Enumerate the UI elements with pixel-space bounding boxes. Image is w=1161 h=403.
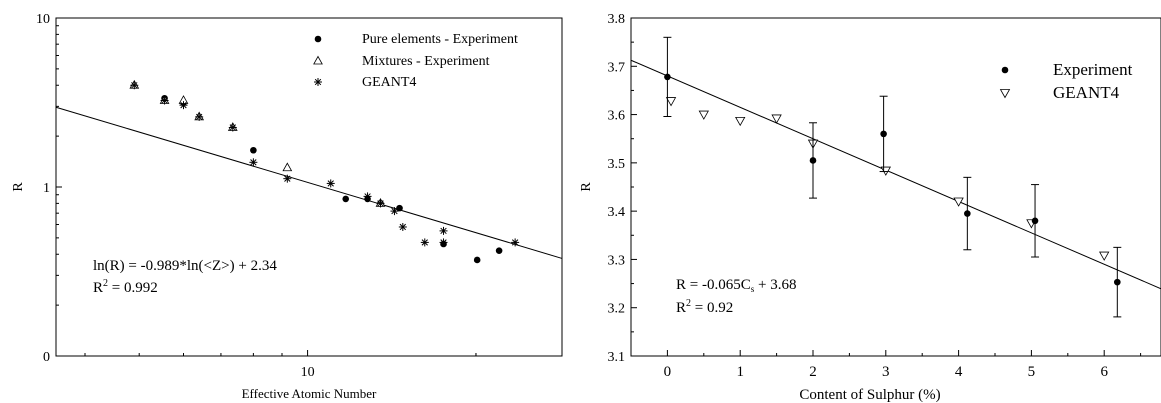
right-legend-marker — [1001, 66, 1009, 74]
left-data-point — [130, 81, 139, 90]
right-fit-equation-lhs: R = -0.065C — [676, 277, 751, 293]
left-data-point — [420, 238, 429, 247]
left-r-squared: R2 = 0.992 — [93, 278, 158, 296]
right-y-tick-label: 3.1 — [608, 350, 626, 365]
right-fit-line — [630, 59, 1161, 290]
right-data-point — [1099, 251, 1110, 261]
left-x-tick-label: 10 — [301, 365, 315, 380]
right-x-tick-label: 0 — [664, 364, 672, 380]
right-x-tick-label: 2 — [809, 364, 817, 380]
left-chart: 0 1 10 10 Pure elements - Experiment Mixture… — [11, 12, 563, 401]
right-x-tick-label: 3 — [882, 364, 890, 380]
right-data-point — [735, 116, 746, 127]
right-x-tick-label: 1 — [736, 364, 744, 380]
right-legend-marker — [999, 89, 1011, 99]
right-data-point — [1031, 217, 1039, 225]
right-fit-equation: R = -0.065Cs + 3.68 — [676, 277, 796, 294]
left-data-point — [228, 123, 237, 132]
right-data-point — [964, 210, 971, 217]
left-data-point — [439, 226, 448, 235]
right-chart: 3.13.23.33.43.53.63.73.801234567 Experim… — [579, 12, 1161, 403]
right-x-tick-label: 5 — [1028, 364, 1036, 380]
right-y-tick-label: 3.6 — [608, 109, 626, 124]
left-legend-label: GEANT4 — [362, 75, 416, 90]
right-x-tick-label: 6 — [1100, 364, 1108, 380]
left-legend-marker — [314, 35, 322, 43]
right-r-squared: R2 = 0.92 — [676, 298, 733, 316]
right-data-point — [771, 114, 782, 124]
left-data-point — [396, 204, 403, 212]
right-data-point — [1114, 278, 1121, 286]
left-data-point — [326, 179, 335, 188]
right-data-point — [953, 197, 964, 207]
left-fit-line — [55, 106, 563, 259]
left-data-point — [376, 199, 385, 208]
left-data-point — [495, 247, 503, 254]
left-legend-label: Mixtures - Experiment — [362, 54, 490, 69]
right-data-point — [698, 110, 709, 120]
left-data-point — [250, 146, 257, 154]
right-fit-equation-rhs: + 3.68 — [754, 277, 796, 293]
right-x-tick-label: 4 — [955, 364, 963, 380]
left-data-point — [160, 96, 169, 105]
right-data-point — [664, 73, 671, 81]
left-data-point — [195, 112, 204, 121]
left-legend-label: Pure elements - Experiment — [362, 32, 518, 47]
right-y-tick-label: 3.7 — [608, 60, 626, 75]
left-data-point — [179, 101, 188, 110]
right-y-tick-label: 3.4 — [608, 205, 626, 220]
right-y-axis-label: R — [579, 182, 594, 192]
right-fit-equation-sub: s — [751, 284, 755, 294]
left-data-point — [398, 222, 407, 231]
left-data-point — [511, 238, 520, 247]
left-data-point — [439, 238, 448, 247]
left-legend-marker — [314, 78, 322, 86]
right-x-axis-label: Content of Sulphur (%) — [799, 387, 940, 403]
right-y-tick-label: 3.5 — [608, 157, 626, 172]
right-data-point — [880, 130, 887, 138]
right-legend-label: Experiment — [1053, 60, 1133, 79]
right-y-tick-label: 3.2 — [608, 302, 626, 317]
left-data-point — [363, 192, 372, 201]
left-fit-equation: ln(R) = -0.989*ln(<Z>) + 2.34 — [93, 258, 277, 274]
left-data-point — [473, 256, 481, 264]
right-data-point — [665, 97, 677, 107]
left-data-point — [390, 207, 399, 216]
left-y-axis-label: R — [11, 182, 26, 192]
right-y-tick-label: 3.3 — [608, 253, 626, 268]
right-y-tick-label: 3.8 — [608, 12, 626, 27]
left-data-point — [342, 195, 350, 203]
right-data-point — [809, 157, 817, 164]
right-legend-label: GEANT4 — [1053, 83, 1120, 102]
left-data-point — [249, 158, 258, 167]
left-legend-marker — [313, 55, 323, 65]
left-x-axis-label: Effective Atomic Number — [242, 386, 377, 401]
left-y-tick-label: 10 — [36, 12, 50, 27]
left-y-tick-label: 1 — [43, 181, 50, 196]
left-data-point — [283, 174, 292, 183]
left-data-point — [282, 162, 293, 172]
left-y-tick-label: 0 — [43, 350, 50, 365]
